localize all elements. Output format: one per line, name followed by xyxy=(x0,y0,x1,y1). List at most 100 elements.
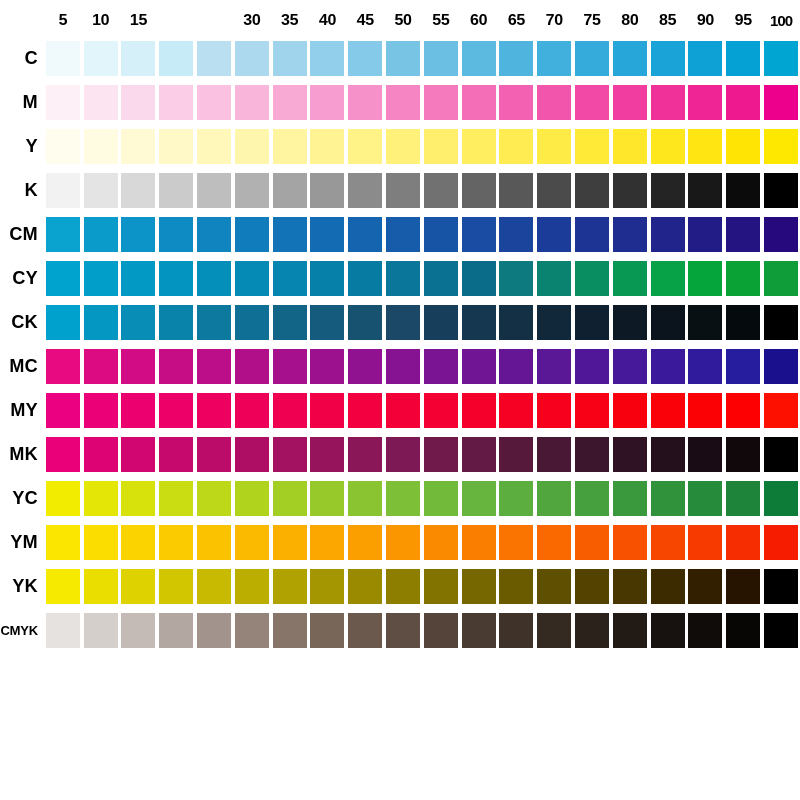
swatch-cell-yc-5[interactable] xyxy=(43,476,82,520)
swatch-cell-my-100[interactable] xyxy=(762,388,800,432)
swatch-cell-my-25[interactable] xyxy=(195,388,233,432)
swatch-cell-cm-80[interactable] xyxy=(610,212,649,256)
swatch-cell-yc-60[interactable] xyxy=(459,476,498,520)
swatch-cell-mk-70[interactable] xyxy=(535,432,574,476)
swatch-cell-cm-35[interactable] xyxy=(270,212,309,256)
swatch-cell-yc-55[interactable] xyxy=(421,476,460,520)
swatch-cell-ck-75[interactable] xyxy=(573,300,611,344)
swatch-cell-yc-90[interactable] xyxy=(686,476,725,520)
swatch-cell-k-60[interactable] xyxy=(459,168,498,212)
swatch-cell-ck-15[interactable] xyxy=(119,300,158,344)
swatch-cell-cmyk-25[interactable] xyxy=(195,608,233,652)
swatch-cell-cy-20[interactable] xyxy=(157,256,196,300)
swatch-cell-ck-35[interactable] xyxy=(270,300,309,344)
swatch-cell-ym-85[interactable] xyxy=(648,520,687,564)
swatch-cell-mc-10[interactable] xyxy=(81,344,120,388)
swatch-cell-cmyk-20[interactable] xyxy=(157,608,196,652)
swatch-cell-cmyk-50[interactable] xyxy=(384,608,422,652)
swatch-cell-yk-60[interactable] xyxy=(459,564,498,608)
swatch-cell-yc-65[interactable] xyxy=(497,476,536,520)
swatch-cell-ym-75[interactable] xyxy=(573,520,611,564)
swatch-cell-yk-65[interactable] xyxy=(497,564,536,608)
swatch-cell-mk-25[interactable] xyxy=(195,432,233,476)
swatch-cell-mc-65[interactable] xyxy=(497,344,536,388)
swatch-cell-yc-70[interactable] xyxy=(535,476,574,520)
swatch-cell-y-60[interactable] xyxy=(459,124,498,168)
swatch-cell-m-25[interactable] xyxy=(195,80,233,124)
swatch-cell-mc-85[interactable] xyxy=(648,344,687,388)
swatch-cell-c-10[interactable] xyxy=(81,36,120,80)
swatch-cell-mc-95[interactable] xyxy=(724,344,763,388)
swatch-cell-mk-90[interactable] xyxy=(686,432,725,476)
swatch-cell-yk-5[interactable] xyxy=(43,564,82,608)
swatch-cell-mc-25[interactable] xyxy=(195,344,233,388)
swatch-cell-y-35[interactable] xyxy=(270,124,309,168)
swatch-cell-y-15[interactable] xyxy=(119,124,158,168)
swatch-cell-c-15[interactable] xyxy=(119,36,158,80)
swatch-cell-yc-50[interactable] xyxy=(384,476,422,520)
swatch-cell-cm-45[interactable] xyxy=(346,212,385,256)
swatch-cell-m-95[interactable] xyxy=(724,80,763,124)
swatch-cell-my-45[interactable] xyxy=(346,388,385,432)
swatch-cell-k-10[interactable] xyxy=(81,168,120,212)
swatch-cell-k-75[interactable] xyxy=(573,168,611,212)
swatch-cell-mk-60[interactable] xyxy=(459,432,498,476)
swatch-cell-ck-20[interactable] xyxy=(157,300,196,344)
swatch-cell-yk-45[interactable] xyxy=(346,564,385,608)
swatch-cell-yc-25[interactable] xyxy=(195,476,233,520)
swatch-cell-m-20[interactable] xyxy=(157,80,196,124)
swatch-cell-ym-15[interactable] xyxy=(119,520,158,564)
swatch-cell-mc-30[interactable] xyxy=(232,344,271,388)
swatch-cell-cy-40[interactable] xyxy=(308,256,347,300)
swatch-cell-c-55[interactable] xyxy=(421,36,460,80)
swatch-cell-ym-95[interactable] xyxy=(724,520,763,564)
swatch-cell-c-5[interactable] xyxy=(43,36,82,80)
swatch-cell-mc-100[interactable] xyxy=(762,344,800,388)
swatch-cell-c-75[interactable] xyxy=(573,36,611,80)
swatch-cell-ym-25[interactable] xyxy=(195,520,233,564)
swatch-cell-k-65[interactable] xyxy=(497,168,536,212)
swatch-cell-cm-60[interactable] xyxy=(459,212,498,256)
swatch-cell-ym-60[interactable] xyxy=(459,520,498,564)
swatch-cell-y-100[interactable] xyxy=(762,124,800,168)
swatch-cell-cy-10[interactable] xyxy=(81,256,120,300)
swatch-cell-yk-40[interactable] xyxy=(308,564,347,608)
swatch-cell-c-95[interactable] xyxy=(724,36,763,80)
swatch-cell-my-10[interactable] xyxy=(81,388,120,432)
swatch-cell-yk-100[interactable] xyxy=(762,564,800,608)
swatch-cell-cmyk-45[interactable] xyxy=(346,608,385,652)
swatch-cell-k-100[interactable] xyxy=(762,168,800,212)
swatch-cell-cy-95[interactable] xyxy=(724,256,763,300)
swatch-cell-yk-25[interactable] xyxy=(195,564,233,608)
swatch-cell-y-5[interactable] xyxy=(43,124,82,168)
swatch-cell-my-70[interactable] xyxy=(535,388,574,432)
swatch-cell-mk-55[interactable] xyxy=(421,432,460,476)
swatch-cell-cmyk-65[interactable] xyxy=(497,608,536,652)
swatch-cell-cmyk-70[interactable] xyxy=(535,608,574,652)
swatch-cell-my-20[interactable] xyxy=(157,388,196,432)
swatch-cell-c-30[interactable] xyxy=(232,36,271,80)
swatch-cell-k-40[interactable] xyxy=(308,168,347,212)
swatch-cell-yk-75[interactable] xyxy=(573,564,611,608)
swatch-cell-ym-65[interactable] xyxy=(497,520,536,564)
swatch-cell-yc-20[interactable] xyxy=(157,476,196,520)
swatch-cell-cy-100[interactable] xyxy=(762,256,800,300)
swatch-cell-my-5[interactable] xyxy=(43,388,82,432)
swatch-cell-yk-90[interactable] xyxy=(686,564,725,608)
swatch-cell-cmyk-75[interactable] xyxy=(573,608,611,652)
swatch-cell-mc-20[interactable] xyxy=(157,344,196,388)
swatch-cell-ck-10[interactable] xyxy=(81,300,120,344)
swatch-cell-cm-100[interactable] xyxy=(762,212,800,256)
swatch-cell-cy-80[interactable] xyxy=(610,256,649,300)
swatch-cell-cy-60[interactable] xyxy=(459,256,498,300)
swatch-cell-mk-100[interactable] xyxy=(762,432,800,476)
swatch-cell-c-100[interactable] xyxy=(762,36,800,80)
swatch-cell-cmyk-95[interactable] xyxy=(724,608,763,652)
swatch-cell-mk-10[interactable] xyxy=(81,432,120,476)
swatch-cell-cy-25[interactable] xyxy=(195,256,233,300)
swatch-cell-my-40[interactable] xyxy=(308,388,347,432)
swatch-cell-m-30[interactable] xyxy=(232,80,271,124)
swatch-cell-mk-40[interactable] xyxy=(308,432,347,476)
swatch-cell-k-30[interactable] xyxy=(232,168,271,212)
swatch-cell-cy-30[interactable] xyxy=(232,256,271,300)
